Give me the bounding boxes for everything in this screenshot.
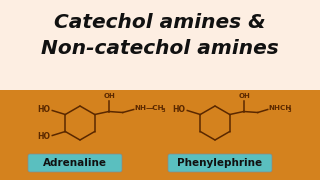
Text: HO: HO — [37, 105, 50, 114]
FancyBboxPatch shape — [28, 154, 122, 172]
Text: 3: 3 — [162, 108, 165, 113]
Text: Catechol amines &: Catechol amines & — [54, 12, 266, 32]
Text: Non-catechol amines: Non-catechol amines — [41, 39, 279, 57]
Bar — [0, 0, 320, 90]
Text: 3: 3 — [288, 108, 291, 113]
Text: OH: OH — [239, 93, 251, 98]
Bar — [0, 90, 320, 180]
Text: OH: OH — [104, 93, 116, 98]
Text: Phenylephrine: Phenylephrine — [177, 158, 263, 168]
Text: Adrenaline: Adrenaline — [43, 158, 107, 168]
FancyBboxPatch shape — [168, 154, 272, 172]
Text: —CH: —CH — [146, 105, 164, 111]
Text: HO: HO — [37, 132, 50, 141]
Text: NH: NH — [135, 105, 147, 111]
Text: NHCH: NHCH — [269, 105, 292, 111]
Text: HO: HO — [172, 105, 185, 114]
